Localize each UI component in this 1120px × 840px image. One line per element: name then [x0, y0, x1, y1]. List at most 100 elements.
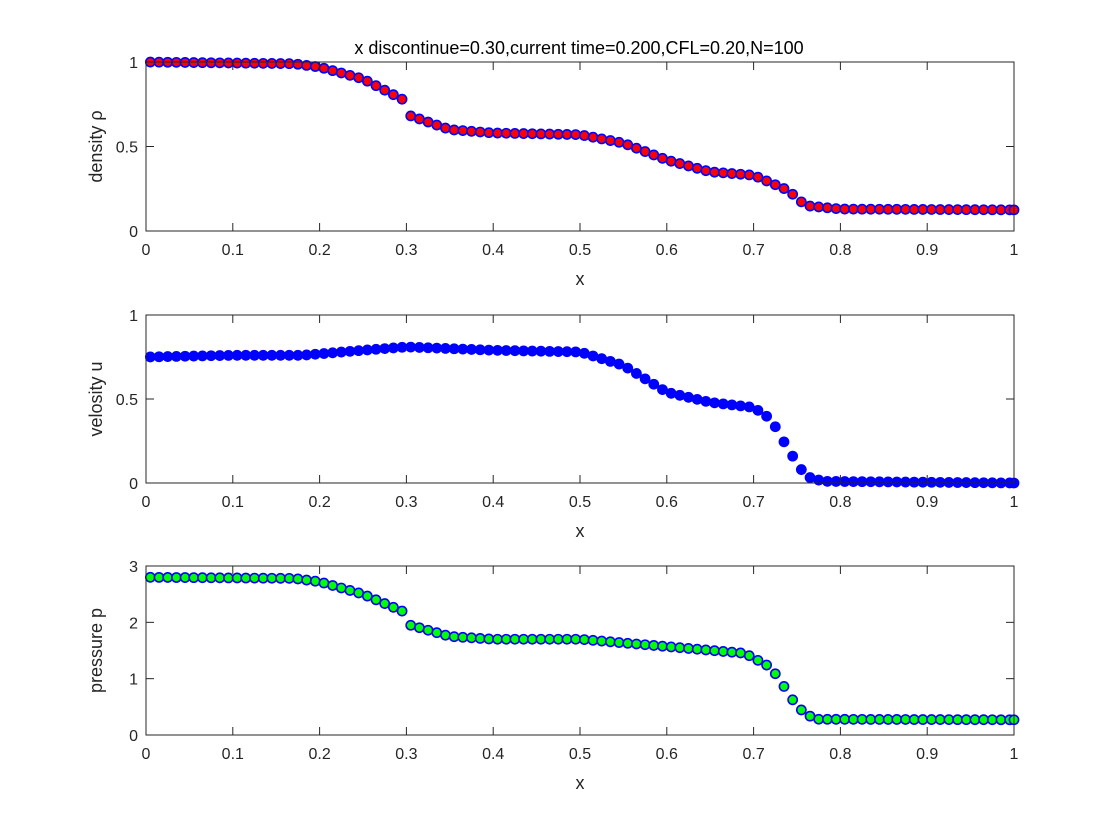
data-point [674, 158, 686, 169]
data-point [483, 633, 495, 645]
data-point [509, 633, 521, 645]
data-point [396, 605, 408, 617]
x-axis-label: x [576, 521, 585, 541]
data-point [631, 638, 642, 650]
data-point [292, 349, 304, 361]
data-point [483, 127, 495, 139]
data-point [552, 128, 564, 140]
data-point [179, 350, 191, 362]
data-point [301, 574, 312, 586]
data-point [223, 349, 234, 361]
x-tick-label: 1 [1010, 746, 1019, 763]
data-point [882, 714, 894, 725]
data-point [500, 345, 512, 356]
x-tick-label: 1 [1010, 494, 1019, 511]
data-point [283, 572, 295, 584]
data-point [405, 110, 417, 122]
data-point [361, 590, 373, 602]
y-tick-label: 1 [129, 672, 138, 689]
data-point [622, 362, 634, 374]
plot-area [146, 62, 1014, 231]
data-point [848, 713, 859, 725]
data-point [197, 572, 208, 584]
data-point [787, 188, 799, 200]
data-point [700, 644, 712, 656]
data-point [865, 476, 877, 488]
x-tick-label: 0.7 [742, 242, 764, 259]
data-point [934, 476, 946, 488]
data-point [144, 351, 156, 363]
x-axis-label: x [576, 773, 585, 793]
x-tick-label: 0.1 [222, 746, 244, 763]
y-tick-label: 0.5 [116, 140, 138, 157]
x-tick-label: 0.1 [222, 494, 244, 511]
data-point [726, 399, 738, 411]
data-point [518, 345, 529, 357]
data-point [205, 57, 217, 69]
data-point [674, 389, 686, 401]
data-point [934, 714, 946, 725]
x-tick-label: 0.5 [569, 242, 591, 259]
data-point [561, 633, 573, 645]
data-point [500, 127, 512, 139]
data-point [474, 126, 486, 138]
data-point [683, 643, 694, 654]
data-point [717, 398, 729, 410]
data-point [309, 61, 321, 72]
data-point [804, 710, 816, 722]
data-point [327, 580, 339, 591]
data-point [231, 572, 243, 584]
data-point [509, 345, 521, 357]
data-point [969, 204, 981, 216]
data-point [752, 404, 764, 416]
data-point [526, 633, 538, 645]
data-point [379, 343, 391, 354]
data-point [179, 572, 191, 583]
data-point [440, 343, 451, 354]
y-tick-label: 2 [129, 615, 138, 632]
data-point [578, 130, 590, 141]
data-point [466, 125, 477, 137]
data-point [891, 476, 903, 488]
data-point [795, 464, 807, 475]
data-point [405, 341, 417, 353]
data-point [231, 349, 243, 361]
data-point [891, 203, 903, 215]
data-point [197, 350, 208, 362]
data-point [604, 636, 616, 648]
data-point [361, 75, 373, 87]
data-point [144, 571, 156, 583]
data-point [648, 640, 660, 651]
x-tick-label: 0.5 [569, 746, 591, 763]
data-point [188, 57, 200, 68]
data-point [769, 421, 781, 433]
data-point [309, 348, 321, 360]
data-point [283, 58, 295, 70]
data-point [544, 345, 556, 357]
y-tick-label: 1 [129, 308, 138, 325]
x-tick-label: 0.2 [308, 494, 330, 511]
velocity-subplot: 0 0.1 0.2 0.3 0.4 0.5 0.6 0.7 0.8 0.9 1 0 0.5 1 x velos… [86, 308, 1020, 541]
x-tick-label: 0.8 [829, 494, 851, 511]
data-point [683, 391, 694, 403]
data-point [431, 627, 443, 639]
data-point [743, 401, 755, 413]
data-point [335, 67, 347, 79]
data-point [266, 349, 278, 361]
data-point [874, 714, 885, 725]
x-tick-label: 0.6 [656, 494, 678, 511]
data-point [422, 116, 434, 128]
data-point [552, 346, 564, 357]
data-point [778, 681, 790, 692]
data-point [466, 632, 477, 644]
data-point [908, 476, 920, 488]
data-point [856, 476, 868, 488]
data-point [604, 355, 616, 367]
data-point [804, 472, 816, 483]
y-tick-label: 0 [129, 728, 138, 745]
data-point [335, 346, 347, 358]
data-point [353, 587, 365, 599]
data-point [821, 202, 833, 214]
data-point [709, 397, 720, 409]
data-point [422, 624, 434, 636]
